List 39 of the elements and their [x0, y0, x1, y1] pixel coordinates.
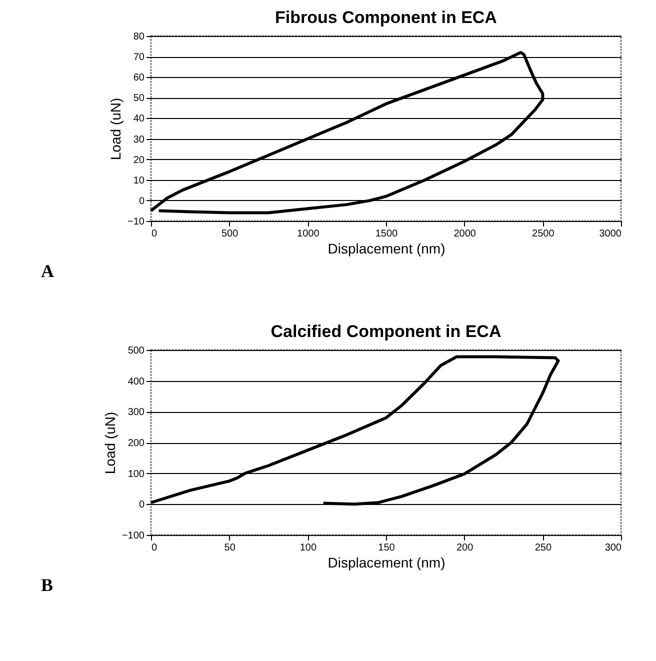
- y-tick-label: 80: [133, 32, 145, 42]
- x-tick-label: 300: [604, 542, 622, 554]
- x-tick-label: 2500: [532, 228, 555, 240]
- x-tick-label: 100: [300, 542, 317, 554]
- y-tick-label: −10: [128, 216, 145, 228]
- y-tick-label: −100: [122, 530, 145, 542]
- x-axis-title: Displacement (nm): [328, 240, 446, 256]
- x-tick-label: 0: [152, 228, 158, 240]
- y-tick-label: 30: [133, 134, 145, 146]
- chart-title: Calcified Component in ECA: [270, 322, 502, 341]
- y-axis-title: Load (uN): [108, 98, 124, 160]
- x-tick-label: 3000: [599, 228, 622, 240]
- x-tick-label: 500: [221, 228, 239, 240]
- y-tick-label: 400: [128, 376, 145, 388]
- text: B: [41, 575, 54, 595]
- y-tick-label: 70: [133, 52, 145, 64]
- x-tick-label: 1000: [297, 228, 320, 240]
- y-tick-label: 500: [128, 346, 145, 356]
- y-tick-label: 100: [128, 468, 145, 480]
- y-tick-label: 10: [133, 175, 145, 186]
- x-tick-label: 1500: [375, 228, 398, 240]
- x-tick-label: 150: [378, 542, 396, 554]
- x-axis-title: Displacement (nm): [328, 554, 446, 570]
- x-tick-label: 50: [224, 542, 236, 554]
- chart-title: Fibrous Component in ECA: [275, 8, 497, 27]
- y-tick-label: 50: [133, 93, 145, 104]
- y-tick-label: 20: [133, 154, 145, 166]
- x-tick-label: 200: [456, 542, 474, 554]
- y-tick-label: 60: [133, 72, 145, 84]
- text: A: [41, 261, 54, 281]
- x-tick-label: 0: [152, 542, 158, 554]
- y-tick-label: 200: [128, 438, 145, 449]
- y-tick-label: 40: [133, 114, 145, 125]
- y-tick-label: 0: [138, 196, 145, 207]
- y-axis-title: Load (uN): [102, 412, 118, 474]
- x-tick-label: 250: [534, 542, 552, 554]
- y-tick-label: 0: [138, 500, 145, 511]
- y-tick-label: 300: [128, 407, 145, 418]
- x-tick-label: 2000: [454, 228, 476, 240]
